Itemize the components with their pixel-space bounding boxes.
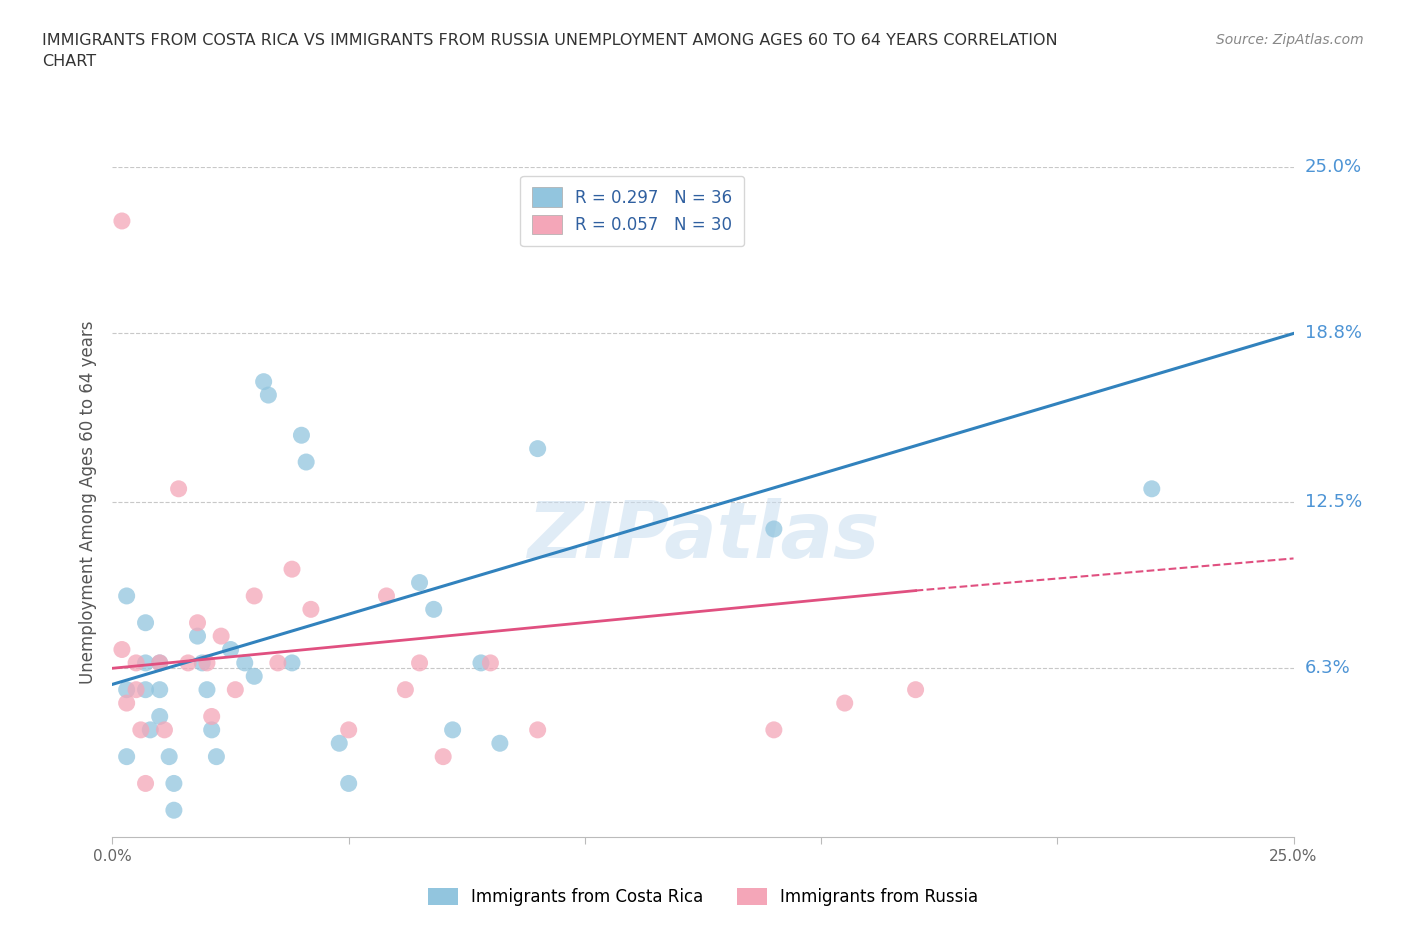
Point (111, 642, 134, 657)
Point (201, 723, 224, 737)
Point (526, 723, 548, 737)
Point (290, 428, 312, 443)
Point (394, 683, 416, 698)
Point (149, 656, 172, 671)
Point (432, 750, 454, 764)
Point (135, 616, 157, 631)
Text: 25.0%: 25.0% (1305, 158, 1362, 177)
Point (257, 388, 280, 403)
Point (219, 642, 242, 657)
Point (195, 656, 218, 671)
Point (115, 589, 138, 604)
Point (149, 656, 172, 671)
Point (205, 750, 228, 764)
Text: 6.3%: 6.3% (1305, 659, 1350, 677)
Point (135, 656, 157, 671)
Point (191, 656, 214, 671)
Y-axis label: Unemployment Among Ages 60 to 64 years: Unemployment Among Ages 60 to 64 years (79, 321, 97, 684)
Point (762, 522, 785, 537)
Point (243, 589, 266, 604)
Point (408, 656, 430, 671)
Point (209, 629, 232, 644)
Point (408, 575, 430, 590)
Point (328, 736, 350, 751)
Point (281, 656, 304, 671)
Point (115, 683, 138, 698)
Point (1140, 482, 1163, 497)
Text: CHART: CHART (42, 54, 96, 69)
Point (163, 803, 186, 817)
Point (224, 683, 246, 698)
Point (253, 374, 276, 389)
Point (201, 709, 224, 724)
Point (337, 723, 360, 737)
Point (489, 736, 512, 751)
Text: ZIPatlas: ZIPatlas (527, 498, 879, 574)
Point (129, 723, 152, 737)
Text: IMMIGRANTS FROM COSTA RICA VS IMMIGRANTS FROM RUSSIA UNEMPLOYMENT AMONG AGES 60 : IMMIGRANTS FROM COSTA RICA VS IMMIGRANTS… (42, 33, 1057, 47)
Point (762, 723, 785, 737)
Point (299, 602, 322, 617)
Point (834, 696, 856, 711)
Point (115, 696, 138, 711)
Point (526, 441, 548, 456)
Point (135, 683, 157, 698)
Point (135, 776, 157, 790)
Point (111, 214, 134, 229)
Point (177, 656, 200, 671)
Point (233, 656, 256, 671)
Point (243, 669, 266, 684)
Point (186, 616, 208, 631)
Point (125, 656, 148, 671)
Point (422, 602, 444, 617)
Point (163, 776, 186, 790)
Point (267, 656, 290, 671)
Point (149, 709, 172, 724)
Point (281, 562, 304, 577)
Point (195, 683, 218, 698)
Point (479, 656, 502, 671)
Point (470, 656, 492, 671)
Point (337, 776, 360, 790)
Point (153, 723, 176, 737)
Text: 18.8%: 18.8% (1305, 325, 1361, 342)
Point (115, 750, 138, 764)
Point (157, 750, 180, 764)
Point (139, 723, 162, 737)
Point (186, 629, 208, 644)
Point (167, 482, 190, 497)
Point (125, 683, 148, 698)
Point (375, 589, 398, 604)
Point (441, 723, 464, 737)
Point (295, 455, 318, 470)
Text: 12.5%: 12.5% (1305, 493, 1362, 512)
Legend: R = 0.297   N = 36, R = 0.057   N = 30: R = 0.297 N = 36, R = 0.057 N = 30 (520, 176, 744, 246)
Text: Source: ZipAtlas.com: Source: ZipAtlas.com (1216, 33, 1364, 46)
Legend: Immigrants from Costa Rica, Immigrants from Russia: Immigrants from Costa Rica, Immigrants f… (422, 881, 984, 912)
Point (149, 683, 172, 698)
Point (904, 683, 927, 698)
